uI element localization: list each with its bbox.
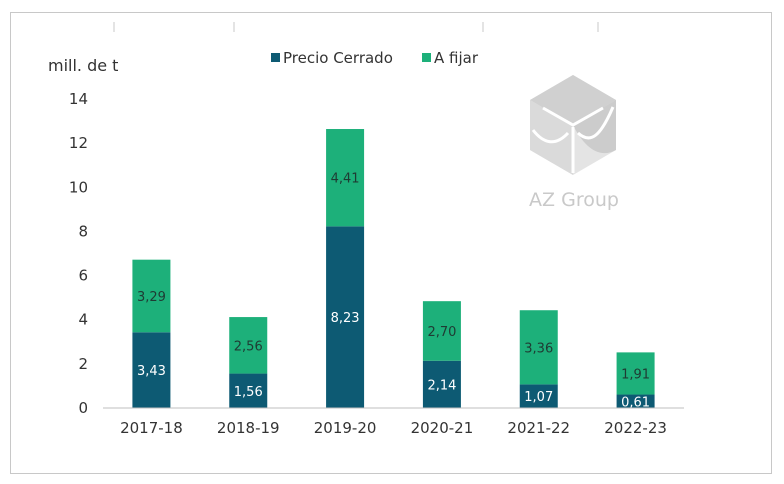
data-label: 3,29 [137, 290, 166, 305]
top-border-ticks [113, 22, 599, 32]
x-tick-label: 2022-23 [604, 419, 667, 437]
legend-swatch-precio-cerrado [271, 53, 280, 62]
bar-segment [422, 360, 461, 408]
y-tick-label: 6 [78, 267, 88, 285]
x-axis: 2017-18 2018-19 2019-20 2020-21 2021-22 2022-… [120, 419, 667, 437]
x-tick-label: 2021-22 [507, 419, 570, 437]
data-label: 2,56 [234, 339, 263, 354]
bar-segment [616, 394, 655, 408]
bar-segment [519, 384, 558, 408]
data-label: 8,23 [331, 311, 360, 326]
x-tick-label: 2017-18 [120, 419, 183, 437]
bar-segment [519, 310, 558, 385]
bar-segment [229, 317, 268, 374]
bar-segment [326, 129, 365, 227]
data-label: 1,91 [621, 367, 650, 382]
y-axis-unit-label: mill. de t [48, 56, 118, 75]
legend-label-precio-cerrado: Precio Cerrado [283, 49, 393, 67]
data-label: 1,56 [234, 385, 263, 400]
y-tick-label: 10 [69, 178, 88, 196]
x-tick-label: 2018-19 [217, 419, 280, 437]
az-group-logo [530, 75, 616, 175]
y-axis: 0 2 4 6 8 10 12 14 [69, 90, 88, 417]
bar-segment [132, 332, 171, 408]
data-label: 2,14 [427, 378, 456, 393]
data-label: 1,07 [524, 390, 553, 405]
y-tick-label: 8 [78, 222, 88, 240]
bar-segment [616, 352, 655, 395]
y-tick-label: 2 [78, 355, 88, 373]
watermark-text: AZ Group [529, 189, 619, 211]
bars: 3,43 3,29 1,56 2,56 8,23 4,41 2,14 2,70 1,07 3,36… [132, 129, 655, 410]
bar-segment [326, 226, 365, 408]
x-tick-label: 2019-20 [314, 419, 377, 437]
legend: Precio Cerrado A fijar [271, 49, 479, 67]
data-label: 0,61 [621, 395, 650, 410]
data-label: 2,70 [427, 325, 456, 340]
y-tick-label: 0 [78, 399, 88, 417]
bar-segment [132, 259, 171, 333]
bar-segment [229, 373, 268, 408]
y-tick-label: 14 [69, 90, 88, 108]
legend-swatch-a-fijar [422, 53, 431, 62]
bar-segment [422, 301, 461, 361]
x-tick-label: 2020-21 [411, 419, 474, 437]
y-tick-label: 4 [78, 311, 88, 329]
legend-label-a-fijar: A fijar [434, 49, 479, 67]
data-label: 3,43 [137, 364, 166, 379]
data-label: 3,36 [524, 341, 553, 356]
y-tick-label: 12 [69, 134, 88, 152]
data-label: 4,41 [331, 172, 360, 187]
